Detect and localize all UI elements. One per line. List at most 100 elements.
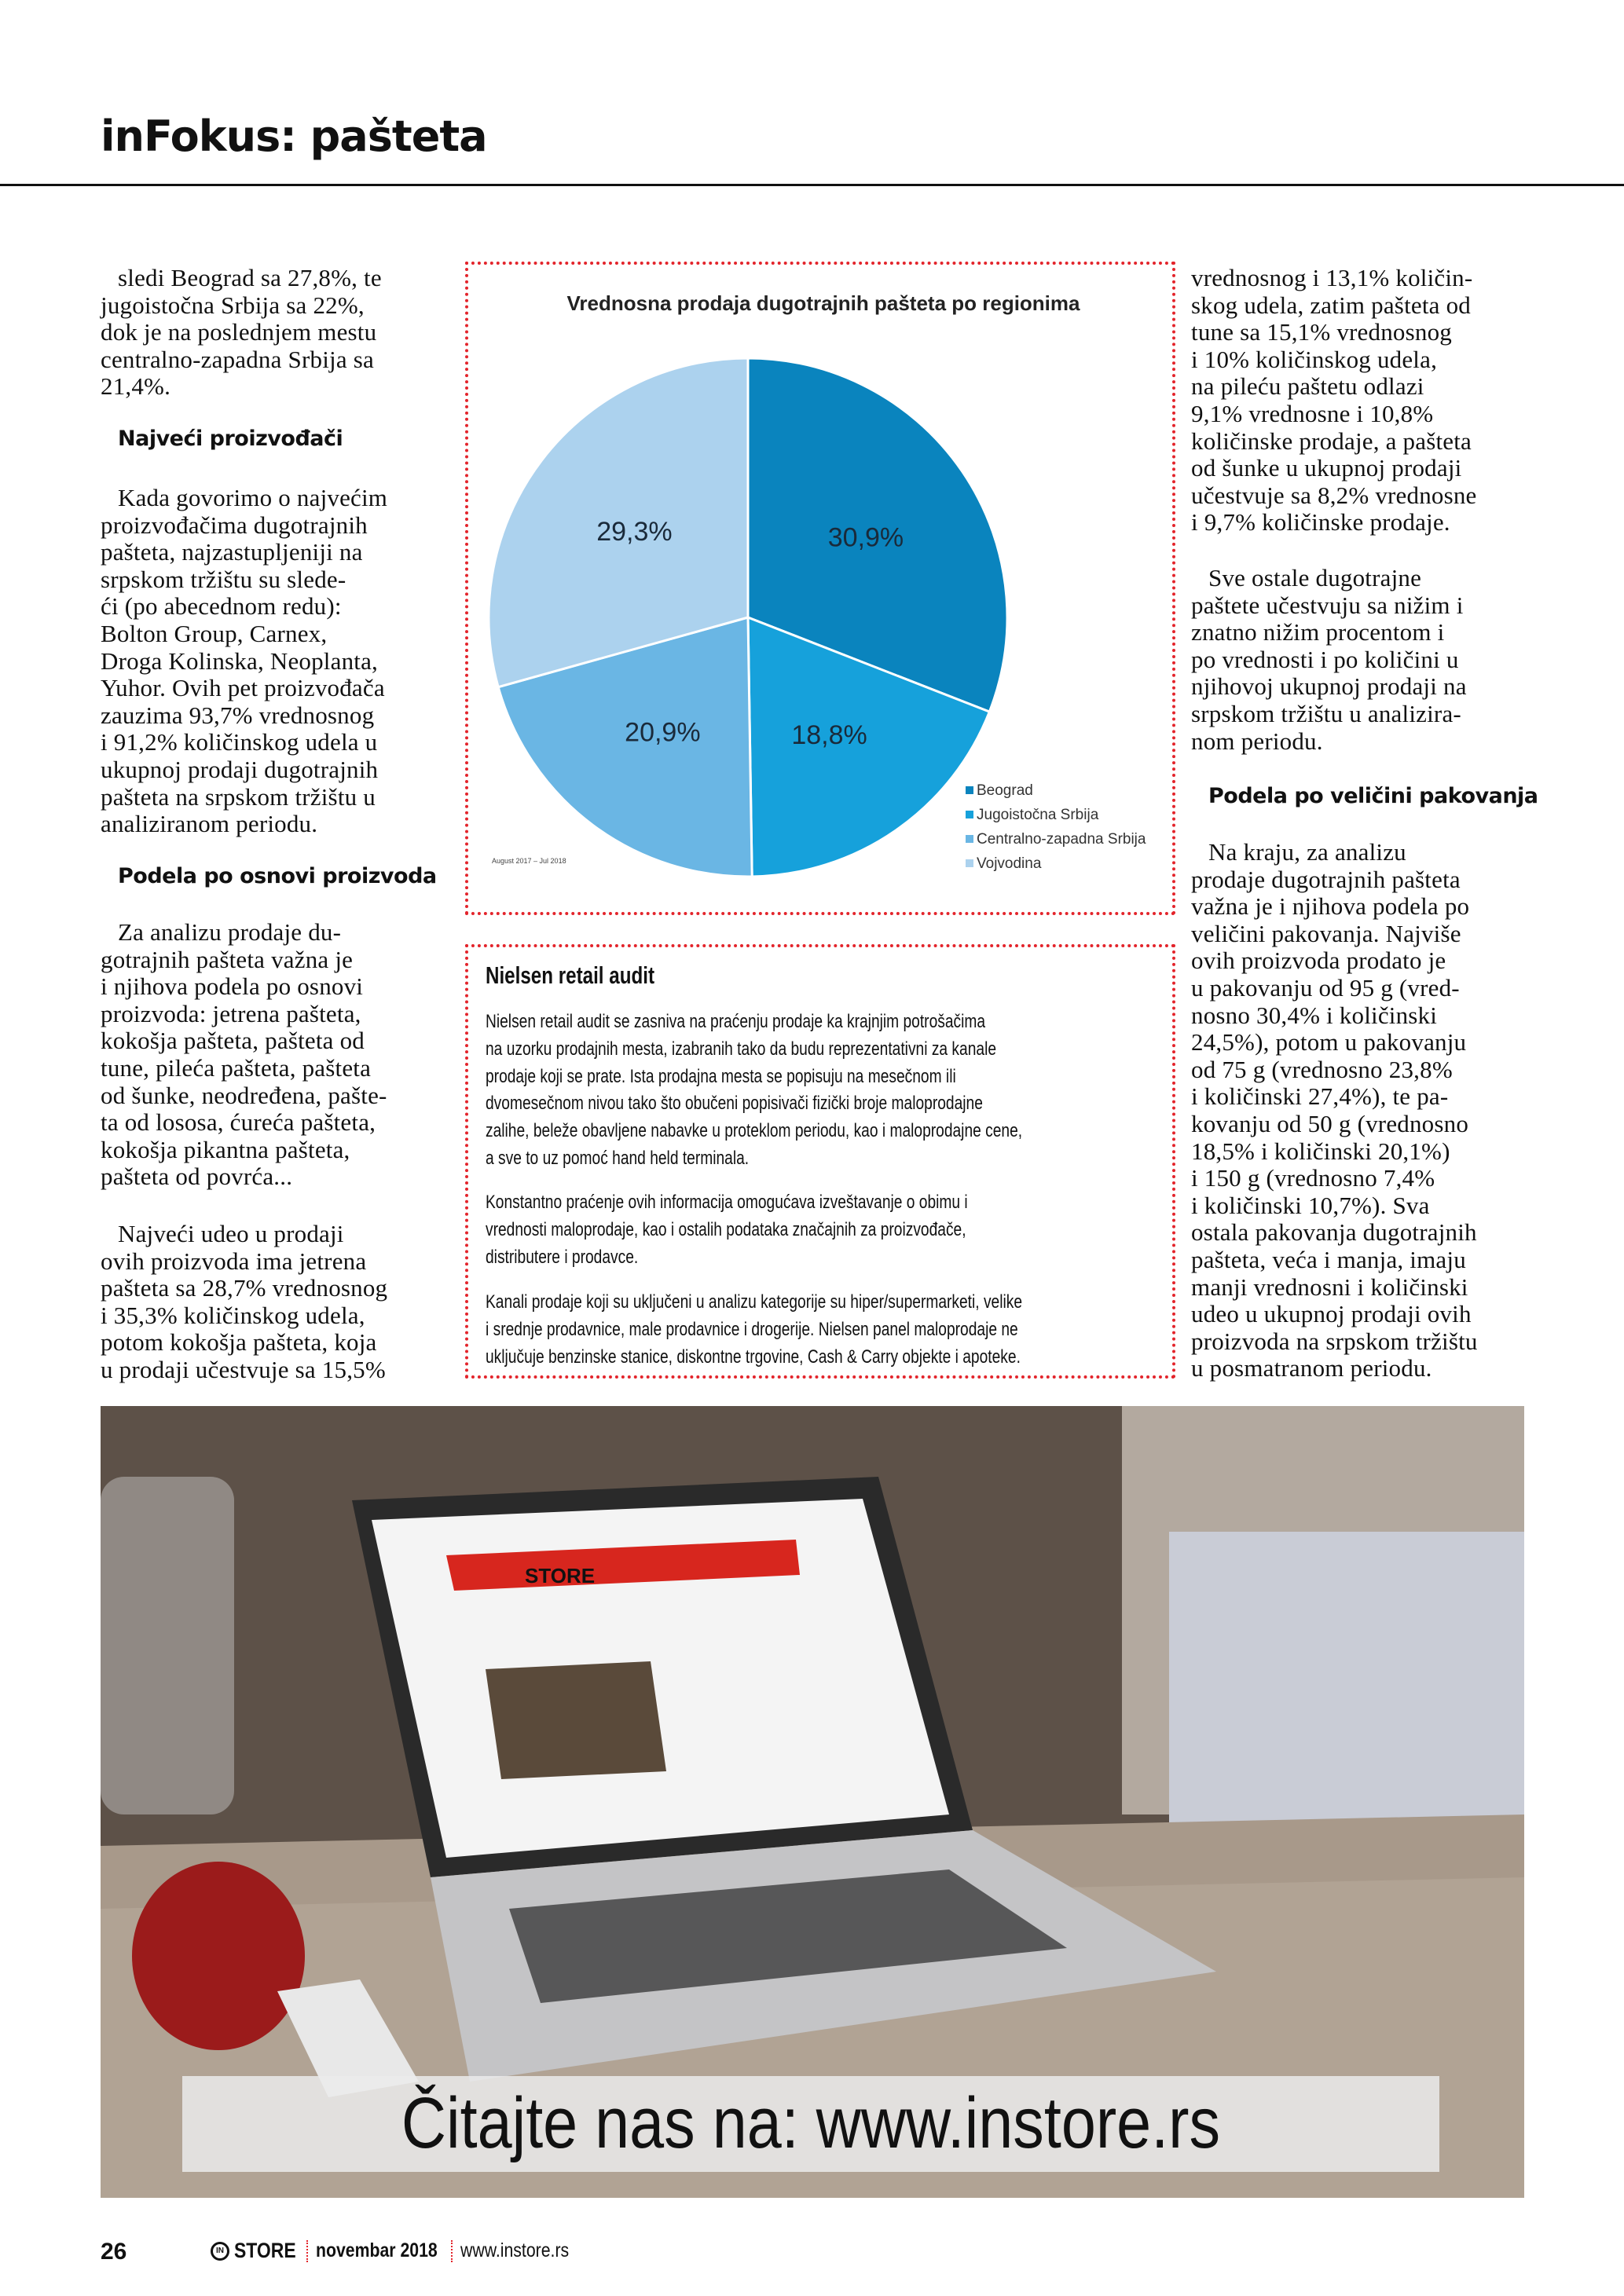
text-line: nosno 30,4% i količinski	[1191, 1001, 1438, 1029]
text-line: u prodaji učestvuje sa 15,5%	[101, 1355, 386, 1383]
text-line: pašteta na srpskom tržištu u	[101, 782, 376, 811]
text-line: centralno-zapadna Srbija sa	[101, 345, 374, 373]
text-line: Na kraju, za analizu	[1208, 838, 1406, 866]
text-line: i 10% količinskog udela,	[1191, 345, 1438, 373]
laptop-photo: STORE	[101, 1406, 1524, 2198]
nielsen-paragraph: Nielsen retail audit se zasniva na praće…	[486, 1009, 1157, 1173]
glass-vase	[101, 1477, 234, 1814]
nielsen-info-box: Nielsen retail audit Nielsen retail audi…	[465, 944, 1175, 1379]
text-line: udeo u ukupnoj prodaji ovih	[1191, 1300, 1472, 1328]
text-line: po vrednosti i po količini u	[1191, 645, 1459, 673]
footer-brand: STORE	[234, 2239, 296, 2262]
text-line: i količinski 10,7%). Sva	[1191, 1191, 1430, 1219]
text-line: srpskom tržištu su slede-	[101, 565, 346, 593]
text-line: u posmatranom periodu.	[1191, 1354, 1432, 1382]
text-line: Kada govorimo o najvećim	[118, 484, 388, 511]
text-line: važna je i njihova podela po	[1191, 892, 1470, 921]
paragraph: Najveći udeo u prodaji ovih proizvoda ima…	[101, 1220, 388, 1384]
text-line: učestvuje sa 8,2% vrednosne	[1191, 481, 1477, 509]
text-line: prodaje koji se prate. Ista prodajna mes…	[486, 1065, 956, 1087]
text-line: 21,4%.	[101, 372, 171, 401]
website-hero-image	[486, 1661, 666, 1779]
nielsen-paragraph: Kanali prodaje koji su uključeni u anali…	[486, 1289, 1157, 1371]
chart-footnote: August 2017 – Jul 2018	[492, 857, 566, 865]
text-line: 24,5%), potom u pakovanju	[1191, 1028, 1467, 1056]
legend-swatch	[966, 811, 973, 818]
text-line: ći (po abecednom redu):	[101, 592, 342, 621]
laptop-photo-illustration: STORE	[101, 1406, 1524, 2198]
banner-text: Čitajte nas na: www.instore.rs	[401, 2083, 1221, 2163]
footer-issue: novembar 2018	[316, 2239, 438, 2261]
legend-swatch	[966, 859, 973, 867]
paragraph: Za analizu prodaje du-gotrajnih pašteta …	[101, 918, 387, 1191]
legend-entry: Centralno-zapadna Srbija	[977, 831, 1146, 848]
text-line: pašteta, najzastupljeniji na	[101, 538, 363, 566]
slice-data-label: 29,3%	[596, 517, 672, 547]
nielsen-paragraph: Konstantno praćenje ovih informacija omo…	[486, 1189, 1088, 1271]
text-line: i njihova podela po osnovi	[101, 972, 364, 1001]
text-line: i 35,3% količinskog udela,	[101, 1301, 365, 1329]
chart-title: Vrednosna prodaja dugotrajnih pašteta po…	[566, 291, 1080, 315]
laptop-keyboard	[509, 1869, 1067, 2003]
text-line: ta od lososa, ćureća pašteta,	[101, 1108, 376, 1137]
text-line: ukupnoj prodaji dugotrajnih	[101, 755, 379, 783]
instore-logo-icon: IN	[211, 2242, 229, 2261]
nielsen-box-title: Nielsen retail audit	[486, 961, 654, 989]
text-line: proizvođačima dugotrajnih	[101, 511, 368, 539]
section-heading: Podela po veličini pakovanja	[1208, 784, 1538, 808]
header-divider	[0, 184, 1624, 186]
text-line: Kanali prodaje koji su uključeni u anali…	[486, 1291, 1023, 1313]
text-line: Sve ostale dugotrajne	[1208, 564, 1422, 591]
text-line: i 91,2% količinskog udela u	[101, 728, 378, 756]
text-line: paštete učestvuju sa nižim i	[1191, 591, 1464, 619]
text-line: ovih proizvoda prodato je	[1191, 947, 1446, 975]
text-line: od šunke u ukupnoj prodaji	[1191, 454, 1462, 482]
website-banner: Čitajte nas na: www.instore.rs	[182, 2076, 1439, 2172]
pie-slice-beograd	[746, 357, 1009, 714]
legend-swatch	[966, 835, 973, 843]
pie-slice-centralno-zapadna-srbija	[497, 616, 753, 878]
page-section-title: inFokus: pašteta	[101, 112, 488, 161]
text-line: prodaje dugotrajnih pašteta	[1191, 865, 1461, 893]
text-line: kovanju od 50 g (vrednosno	[1191, 1109, 1469, 1137]
text-line: pašteta, veća i manja, imaju	[1191, 1245, 1466, 1273]
text-line: dok je na poslednjem mestu	[101, 318, 377, 346]
section-heading: Najveći proizvođači	[118, 427, 343, 451]
slice-data-label: 20,9%	[625, 717, 700, 747]
text-line: zalihe, beleže obavljene nabavke u prote…	[486, 1120, 1023, 1142]
text-line: distributere i prodavce.	[486, 1246, 639, 1268]
text-line: i srednje prodavnice, male prodavnice i …	[486, 1318, 1018, 1340]
text-line: uključuje benzinske stanice, diskontne t…	[486, 1346, 1021, 1368]
text-line: količinske prodaje, a pašteta	[1191, 427, 1472, 455]
text-line: od šunke, neodređena, pašte-	[101, 1081, 387, 1109]
text-line: i količinski 27,4%), te pa-	[1191, 1082, 1449, 1111]
text-line: u pakovanju od 95 g (vred-	[1191, 973, 1460, 1002]
text-line: znatno nižim procentom i	[1191, 618, 1445, 646]
pie-chart-box: Vrednosna prodaja dugotrajnih pašteta po…	[465, 262, 1175, 915]
text-line: na uzorku prodajnih mesta, izabranih tak…	[486, 1038, 997, 1060]
text-line: proizvoda: jetrena pašteta,	[101, 999, 361, 1027]
text-line: Yuhor. Ovih pet proizvođača	[101, 674, 385, 702]
slice-data-label: 18,8%	[791, 720, 867, 750]
pie-slice-vojvodina	[487, 357, 750, 689]
text-line: jugoistočna Srbija sa 22%,	[101, 291, 365, 319]
text-line: i 150 g (vrednosno 7,4%	[1191, 1164, 1435, 1192]
text-line: vrednosti maloprodaje, kao i ostalih pod…	[486, 1218, 966, 1240]
text-line: Bolton Group, Carnex,	[101, 619, 328, 647]
page-number: 26	[101, 2239, 127, 2265]
text-line: 9,1% vrednosne i 10,8%	[1191, 399, 1434, 427]
legend-entry: Vojvodina	[977, 855, 1042, 872]
text-line: Konstantno praćenje ovih informacija omo…	[486, 1192, 968, 1213]
text-line: pašteta sa 28,7% vrednosnog	[101, 1274, 388, 1302]
text-line: nom periodu.	[1191, 727, 1323, 755]
text-line: zauzima 93,7% vrednosnog	[101, 701, 375, 729]
text-line: vrednosnog i 13,1% količin-	[1191, 264, 1473, 291]
text-line: pašteta od povrća...	[101, 1163, 293, 1191]
text-line: kokošja pašteta, pašteta od	[101, 1027, 365, 1055]
paragraph: vrednosnog i 13,1% količin-skog udela, z…	[1191, 264, 1477, 536]
text-line: gotrajnih pašteta važna je	[101, 945, 354, 973]
text-line: od 75 g (vrednosno 23,8%	[1191, 1055, 1453, 1083]
paragraph: Kada govorimo o najvećim proizvođačima du…	[101, 484, 388, 838]
paragraph: Na kraju, za analizu prodaje dugotrajnih …	[1191, 838, 1478, 1382]
text-line: proizvoda na srpskom tržištu	[1191, 1327, 1478, 1355]
